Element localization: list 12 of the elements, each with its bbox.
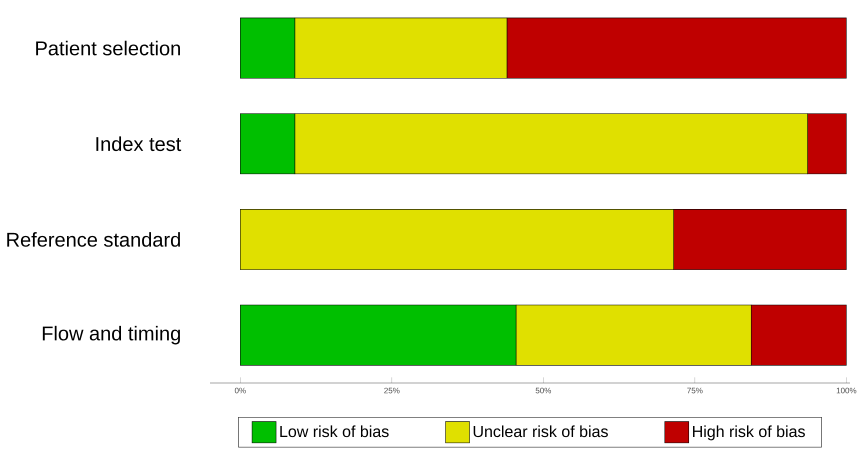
legend-label: High risk of bias: [693, 425, 805, 440]
legend-label: Low risk of bias: [280, 425, 389, 438]
y-tick-label: Index test: [96, 136, 182, 152]
x-tick-label: 25%: [384, 388, 400, 394]
x-tick-label: 0%: [234, 388, 246, 394]
x-tick-label: 50%: [536, 388, 552, 394]
y-tick-label: Flow and timing: [42, 326, 180, 344]
x-tick-label: 75%: [687, 388, 703, 394]
legend-label: Unclear risk of bias: [474, 425, 608, 438]
y-tick-label: Reference standard: [7, 232, 180, 247]
x-tick-label: 100%: [836, 388, 856, 394]
y-tick-label: Patient selection: [36, 40, 180, 56]
